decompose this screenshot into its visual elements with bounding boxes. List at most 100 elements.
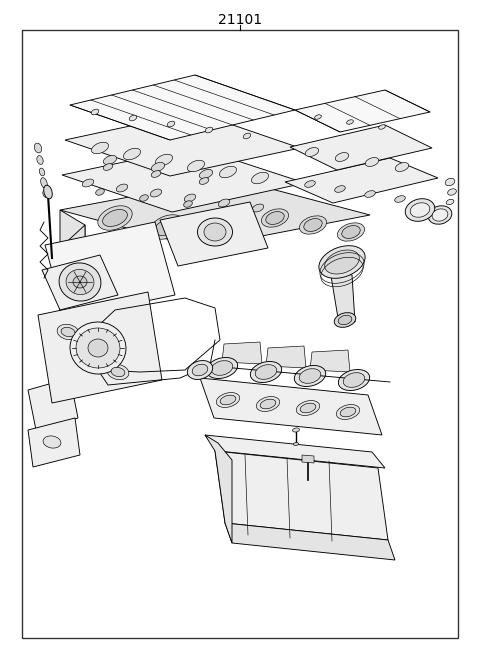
Ellipse shape xyxy=(107,364,129,380)
Ellipse shape xyxy=(123,148,141,160)
Polygon shape xyxy=(215,451,388,540)
Polygon shape xyxy=(285,158,438,203)
Polygon shape xyxy=(225,523,395,560)
Ellipse shape xyxy=(305,147,319,157)
Ellipse shape xyxy=(82,345,104,360)
Ellipse shape xyxy=(365,158,379,166)
Ellipse shape xyxy=(44,185,52,199)
Ellipse shape xyxy=(91,109,99,115)
Ellipse shape xyxy=(337,223,365,241)
Ellipse shape xyxy=(334,312,356,328)
Ellipse shape xyxy=(260,399,276,409)
Polygon shape xyxy=(266,346,306,368)
Ellipse shape xyxy=(206,358,238,379)
Polygon shape xyxy=(28,418,80,467)
Ellipse shape xyxy=(197,218,232,246)
Ellipse shape xyxy=(35,143,42,153)
Ellipse shape xyxy=(88,339,108,357)
Ellipse shape xyxy=(116,184,128,192)
Ellipse shape xyxy=(262,209,288,227)
Ellipse shape xyxy=(140,195,148,201)
Ellipse shape xyxy=(167,121,175,127)
Ellipse shape xyxy=(256,396,280,411)
Ellipse shape xyxy=(405,198,435,221)
Ellipse shape xyxy=(446,199,454,205)
Ellipse shape xyxy=(184,194,196,202)
Ellipse shape xyxy=(340,407,356,417)
Ellipse shape xyxy=(204,223,226,241)
Ellipse shape xyxy=(292,428,300,432)
Ellipse shape xyxy=(199,178,209,184)
Polygon shape xyxy=(310,350,350,372)
Ellipse shape xyxy=(205,127,213,133)
Ellipse shape xyxy=(192,364,208,376)
Ellipse shape xyxy=(151,162,165,172)
Ellipse shape xyxy=(343,373,365,387)
Ellipse shape xyxy=(76,328,120,368)
Ellipse shape xyxy=(220,395,236,405)
Ellipse shape xyxy=(336,153,348,161)
Polygon shape xyxy=(295,90,430,132)
Ellipse shape xyxy=(184,200,192,207)
Ellipse shape xyxy=(347,120,353,124)
Ellipse shape xyxy=(187,360,213,379)
Polygon shape xyxy=(302,455,314,463)
Ellipse shape xyxy=(39,168,45,176)
Ellipse shape xyxy=(73,276,87,288)
Ellipse shape xyxy=(300,216,326,234)
Ellipse shape xyxy=(37,156,43,164)
Ellipse shape xyxy=(338,369,370,390)
Ellipse shape xyxy=(342,225,360,238)
Ellipse shape xyxy=(202,224,236,248)
Ellipse shape xyxy=(199,170,213,179)
Ellipse shape xyxy=(243,133,251,139)
Ellipse shape xyxy=(395,196,405,202)
Ellipse shape xyxy=(251,362,282,383)
Ellipse shape xyxy=(255,365,277,379)
Polygon shape xyxy=(60,225,85,335)
Ellipse shape xyxy=(129,115,137,121)
Ellipse shape xyxy=(445,178,455,186)
Ellipse shape xyxy=(43,436,61,448)
Ellipse shape xyxy=(216,392,240,407)
Ellipse shape xyxy=(206,227,231,244)
Ellipse shape xyxy=(82,179,94,187)
Ellipse shape xyxy=(252,172,268,184)
Ellipse shape xyxy=(379,124,385,129)
Ellipse shape xyxy=(315,115,321,119)
Polygon shape xyxy=(42,255,118,310)
Ellipse shape xyxy=(338,315,352,325)
Ellipse shape xyxy=(335,185,345,193)
Ellipse shape xyxy=(103,210,127,227)
Ellipse shape xyxy=(300,403,316,413)
Polygon shape xyxy=(60,210,85,335)
Ellipse shape xyxy=(150,189,162,197)
Ellipse shape xyxy=(151,171,161,178)
Ellipse shape xyxy=(43,191,47,197)
Ellipse shape xyxy=(103,155,117,164)
Polygon shape xyxy=(62,147,305,212)
Ellipse shape xyxy=(410,203,430,217)
Ellipse shape xyxy=(266,212,284,225)
Polygon shape xyxy=(28,378,78,430)
Ellipse shape xyxy=(155,219,180,236)
Ellipse shape xyxy=(150,215,184,239)
Ellipse shape xyxy=(305,181,315,187)
Ellipse shape xyxy=(96,189,104,195)
Ellipse shape xyxy=(188,160,204,172)
Ellipse shape xyxy=(428,206,452,224)
Ellipse shape xyxy=(86,347,100,356)
Ellipse shape xyxy=(70,322,126,374)
Ellipse shape xyxy=(336,405,360,419)
Polygon shape xyxy=(205,435,385,468)
Polygon shape xyxy=(330,270,355,322)
Ellipse shape xyxy=(92,142,108,154)
Ellipse shape xyxy=(41,178,48,188)
Ellipse shape xyxy=(299,369,321,383)
Ellipse shape xyxy=(252,204,264,212)
Ellipse shape xyxy=(103,164,113,170)
Ellipse shape xyxy=(319,246,365,278)
Polygon shape xyxy=(38,292,162,403)
Ellipse shape xyxy=(294,443,299,445)
Ellipse shape xyxy=(98,206,132,230)
